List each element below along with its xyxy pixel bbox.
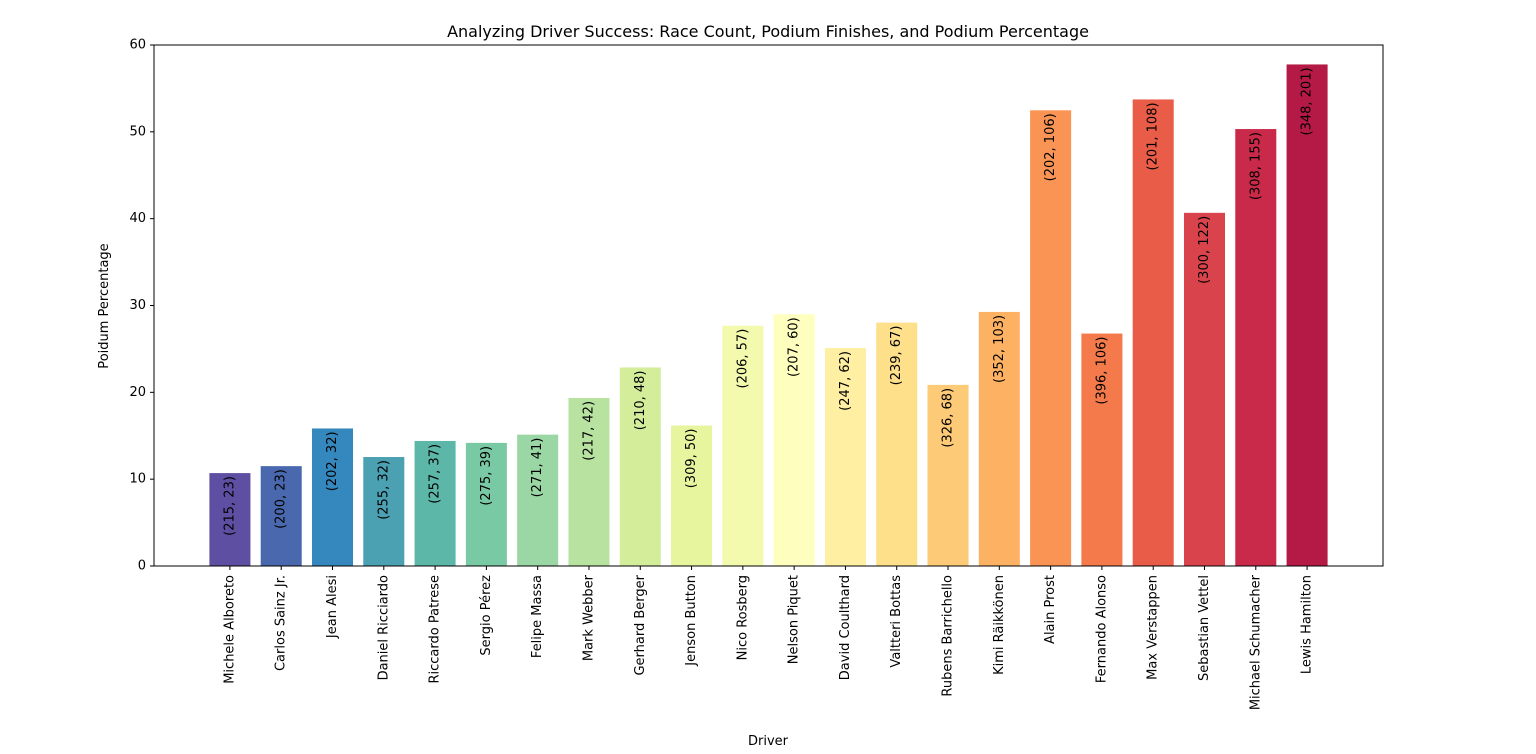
x-tick-label: Rubens Barrichello	[941, 575, 956, 697]
bar	[722, 325, 764, 566]
x-tick-label: Kimi Räikkönen	[992, 575, 1007, 675]
bar-labels-group: (215, 23) (200, 23) (202, 32) (255, 32) (257…	[222, 67, 1314, 535]
bar-data-label: (202, 106)	[1043, 113, 1058, 181]
x-tick-label: Nico Rosberg	[735, 575, 750, 660]
bar	[927, 384, 969, 566]
bar	[824, 348, 866, 566]
bar	[1132, 99, 1174, 566]
y-tick-label: 30	[129, 298, 146, 313]
bar	[568, 397, 610, 566]
bar-data-label: (206, 57)	[735, 329, 750, 389]
bar	[1030, 110, 1072, 567]
bar	[619, 367, 661, 566]
bar	[978, 311, 1020, 566]
x-tick-label: Fernando Alonso	[1094, 575, 1109, 683]
x-tick-label: Carlos Sainz Jr.	[274, 575, 289, 671]
bar	[517, 434, 559, 566]
bar-data-label: (348, 201)	[1300, 67, 1315, 135]
bar-data-label: (215, 23)	[222, 476, 237, 536]
bar	[465, 442, 507, 566]
bar	[363, 457, 405, 566]
bar	[876, 322, 918, 566]
bar	[671, 425, 713, 566]
y-tick-label: 60	[129, 38, 146, 53]
x-tick-label: Gerhard Berger	[633, 574, 648, 675]
x-axis-label: Driver	[748, 734, 789, 749]
bar-data-label: (271, 41)	[530, 438, 545, 498]
x-tick-label: Max Verstappen	[1146, 575, 1161, 680]
y-tick-label: 50	[129, 124, 146, 139]
bar-data-label: (255, 32)	[376, 460, 391, 520]
x-tick-label: Sergio Pérez	[479, 575, 494, 656]
bar	[1081, 333, 1123, 566]
chart-title: Analyzing Driver Success: Race Count, Po…	[447, 22, 1089, 41]
x-tick-label: Lewis Hamilton	[1300, 575, 1315, 674]
x-tick-label: Daniel Ricciardo	[376, 575, 391, 680]
x-tick-label: Riccardo Patrese	[428, 575, 443, 684]
y-axis: 0 10 20 30 40 50 60	[129, 38, 154, 574]
y-tick-label: 20	[129, 385, 146, 400]
y-axis-label: Poidum Percentage	[97, 243, 112, 368]
bar-data-label: (207, 60)	[787, 317, 802, 377]
bar	[1235, 129, 1277, 567]
x-tick-label: Mark Webber	[581, 574, 596, 661]
y-tick-label: 40	[129, 211, 146, 226]
bars-group	[209, 64, 1328, 567]
bar	[260, 466, 302, 566]
bar-data-label: (202, 32)	[325, 431, 340, 491]
bar	[414, 440, 456, 566]
bar-data-label: (396, 106)	[1094, 337, 1109, 405]
bar-data-label: (275, 39)	[479, 446, 494, 506]
x-tick-label: Jean Alesi	[325, 575, 340, 639]
bar-data-label: (200, 23)	[274, 469, 289, 529]
y-tick-label: 0	[138, 559, 146, 574]
y-tick-label: 10	[129, 472, 146, 487]
bar	[773, 314, 815, 566]
bar	[209, 473, 251, 566]
bar-data-label: (300, 122)	[1197, 216, 1212, 284]
bar-data-label: (257, 37)	[428, 444, 443, 504]
plot-frame	[153, 44, 1384, 567]
bar-data-label: (308, 155)	[1248, 132, 1263, 200]
x-tick-label: Jenson Button	[684, 575, 699, 667]
x-tick-label: Alain Prost	[1043, 575, 1058, 644]
bar-data-label: (247, 62)	[838, 351, 853, 411]
bar-data-label: (239, 67)	[889, 326, 904, 386]
bar-data-label: (201, 108)	[1146, 102, 1161, 170]
x-tick-label: Michele Alboreto	[222, 575, 237, 684]
x-tick-label: Valtteri Bottas	[889, 575, 904, 668]
bar-data-label: (326, 68)	[941, 388, 956, 448]
bar	[1183, 212, 1226, 566]
x-tick-label: Sebastian Vettel	[1197, 575, 1212, 681]
x-tick-label: Michael Schumacher	[1248, 574, 1263, 710]
x-tick-label: David Coulthard	[838, 575, 853, 680]
x-tick-label: Nelson Piquet	[787, 575, 802, 664]
x-tick-label: Felipe Massa	[530, 575, 545, 658]
x-axis: Michele Alboreto Carlos Sainz Jr. Jean Ale…	[222, 566, 1315, 710]
bar-data-label: (217, 42)	[581, 401, 596, 461]
bar-data-label: (210, 48)	[633, 371, 648, 431]
bar-data-label: (309, 50)	[684, 429, 699, 489]
bar	[1286, 64, 1328, 566]
bar	[311, 428, 354, 566]
bar-data-label: (352, 103)	[992, 315, 1007, 383]
